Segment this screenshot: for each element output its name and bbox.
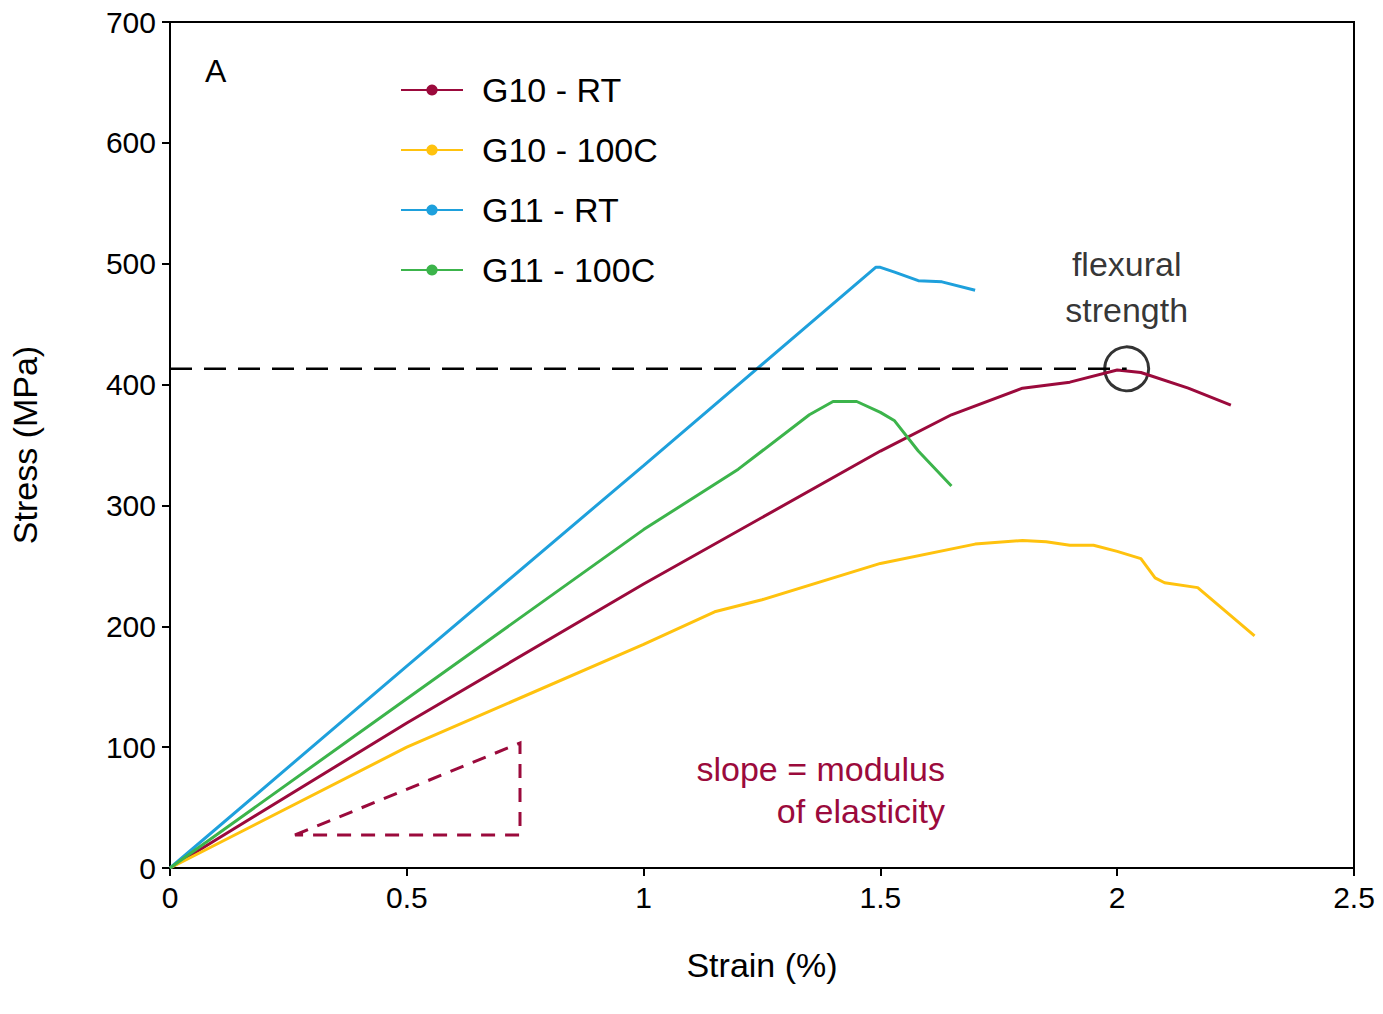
svg-text:G11 - 100C: G11 - 100C [482, 251, 655, 289]
svg-text:300: 300 [106, 489, 156, 522]
svg-text:A: A [205, 53, 227, 89]
svg-text:0: 0 [139, 852, 156, 885]
svg-text:G11 - RT: G11 - RT [482, 191, 619, 229]
svg-text:0: 0 [162, 881, 179, 914]
svg-text:strength: strength [1065, 291, 1188, 329]
svg-text:1: 1 [635, 881, 652, 914]
svg-text:600: 600 [106, 126, 156, 159]
svg-text:of elasticity: of elasticity [777, 792, 945, 830]
svg-text:700: 700 [106, 6, 156, 39]
svg-text:flexural: flexural [1072, 245, 1182, 283]
svg-text:0.5: 0.5 [386, 881, 428, 914]
svg-text:400: 400 [106, 368, 156, 401]
svg-text:1.5: 1.5 [860, 881, 902, 914]
svg-text:2.5: 2.5 [1333, 881, 1375, 914]
svg-text:slope = modulus: slope = modulus [696, 750, 945, 788]
svg-text:G10 - RT: G10 - RT [482, 71, 621, 109]
svg-text:2: 2 [1109, 881, 1126, 914]
svg-text:Strain (%): Strain (%) [686, 946, 837, 984]
svg-text:Stress (MPa): Stress (MPa) [6, 346, 44, 544]
svg-text:500: 500 [106, 247, 156, 280]
svg-text:G10 - 100C: G10 - 100C [482, 131, 658, 169]
svg-text:100: 100 [106, 731, 156, 764]
svg-text:200: 200 [106, 610, 156, 643]
